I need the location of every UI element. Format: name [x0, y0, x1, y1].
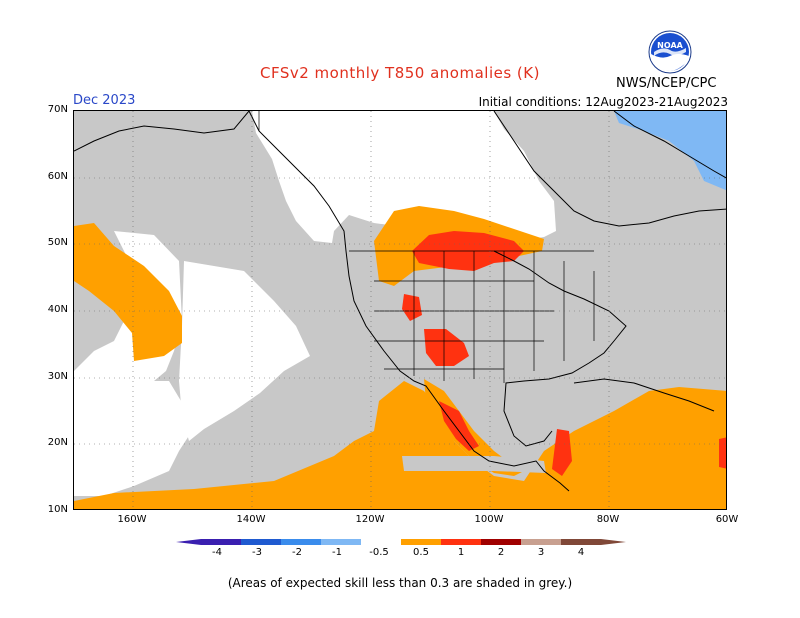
- hot-anomaly-central-america: [552, 429, 572, 476]
- near-normal-north: [252, 111, 556, 243]
- cool-anomaly-labrador: [614, 111, 726, 191]
- anomaly-map-svg: [74, 111, 726, 509]
- near-normal-conus: [179, 261, 310, 441]
- colorbar-seg-5: [361, 539, 401, 545]
- lon-label-60w: 60W: [715, 514, 739, 525]
- hot-anomaly-mexico: [439, 401, 479, 451]
- lat-label-70: 70N: [47, 104, 68, 115]
- lat-label-60: 60N: [47, 171, 68, 182]
- skill-note: (Areas of expected skill less than 0.3 a…: [227, 576, 573, 590]
- noaa-logo-icon: NOAA: [648, 30, 692, 74]
- lon-label-100w: 100W: [474, 514, 504, 525]
- lon-label-160w: 160W: [117, 514, 147, 525]
- colorbar-arrow-high: [601, 539, 626, 545]
- map-title: CFSv2 monthly T850 anomalies (K): [260, 64, 540, 82]
- colorbar-label-1: -4: [212, 547, 222, 558]
- coastlines: [74, 111, 726, 492]
- warm-anomaly-tropical-pacific: [74, 381, 726, 509]
- colorbar-seg-4: [321, 539, 361, 545]
- colorbar-label-4: -1: [332, 547, 342, 558]
- colorbar-seg-8: [481, 539, 521, 545]
- lat-label-50: 50N: [47, 237, 68, 248]
- lon-label-140w: 140W: [236, 514, 266, 525]
- hot-anomaly-southwest: [424, 329, 469, 366]
- hot-anomaly-caribbean: [719, 437, 726, 469]
- lat-label-20: 20N: [47, 437, 68, 448]
- lat-label-40: 40N: [47, 304, 68, 315]
- colorbar-label-5: -0.5: [369, 547, 389, 558]
- colorbar-seg-9: [521, 539, 561, 545]
- low-skill-strip-tropical: [402, 456, 546, 473]
- lat-label-30: 30N: [47, 371, 68, 382]
- hot-anomaly-rockies: [402, 294, 422, 321]
- lat-lon-grid: [74, 111, 726, 509]
- colorbar-label-7: 1: [457, 547, 465, 558]
- colorbar: [176, 539, 626, 545]
- near-normal-southwest: [74, 381, 192, 496]
- colorbar-label-3: -2: [292, 547, 302, 558]
- colorbar-seg-7: [441, 539, 481, 545]
- lon-label-120w: 120W: [355, 514, 385, 525]
- colorbar-label-6: 0.5: [413, 547, 429, 558]
- initial-conditions: Initial conditions: 12Aug2023-21Aug2023: [478, 95, 728, 109]
- colorbar-label-8: 2: [497, 547, 505, 558]
- agency-label: NWS/NCEP/CPC: [616, 76, 717, 91]
- colorbar-label-2: -3: [252, 547, 262, 558]
- colorbar-seg-1: [201, 539, 241, 545]
- colorbar-seg-6: [401, 539, 441, 545]
- lon-label-80w: 80W: [596, 514, 620, 525]
- colorbar-seg-2: [241, 539, 281, 545]
- warm-anomaly-mexico: [424, 379, 524, 476]
- forecast-month: Dec 2023: [73, 93, 136, 108]
- colorbar-seg-10: [561, 539, 601, 545]
- logo-text: NOAA: [657, 41, 683, 50]
- colorbar-label-10: 4: [577, 547, 585, 558]
- colorbar-seg-3: [281, 539, 321, 545]
- anomaly-map: [73, 110, 727, 510]
- colorbar-label-9: 3: [537, 547, 545, 558]
- colorbar-arrow-low: [176, 539, 201, 545]
- lat-label-10: 10N: [47, 504, 68, 515]
- warm-anomaly-pacific-nw: [74, 223, 182, 361]
